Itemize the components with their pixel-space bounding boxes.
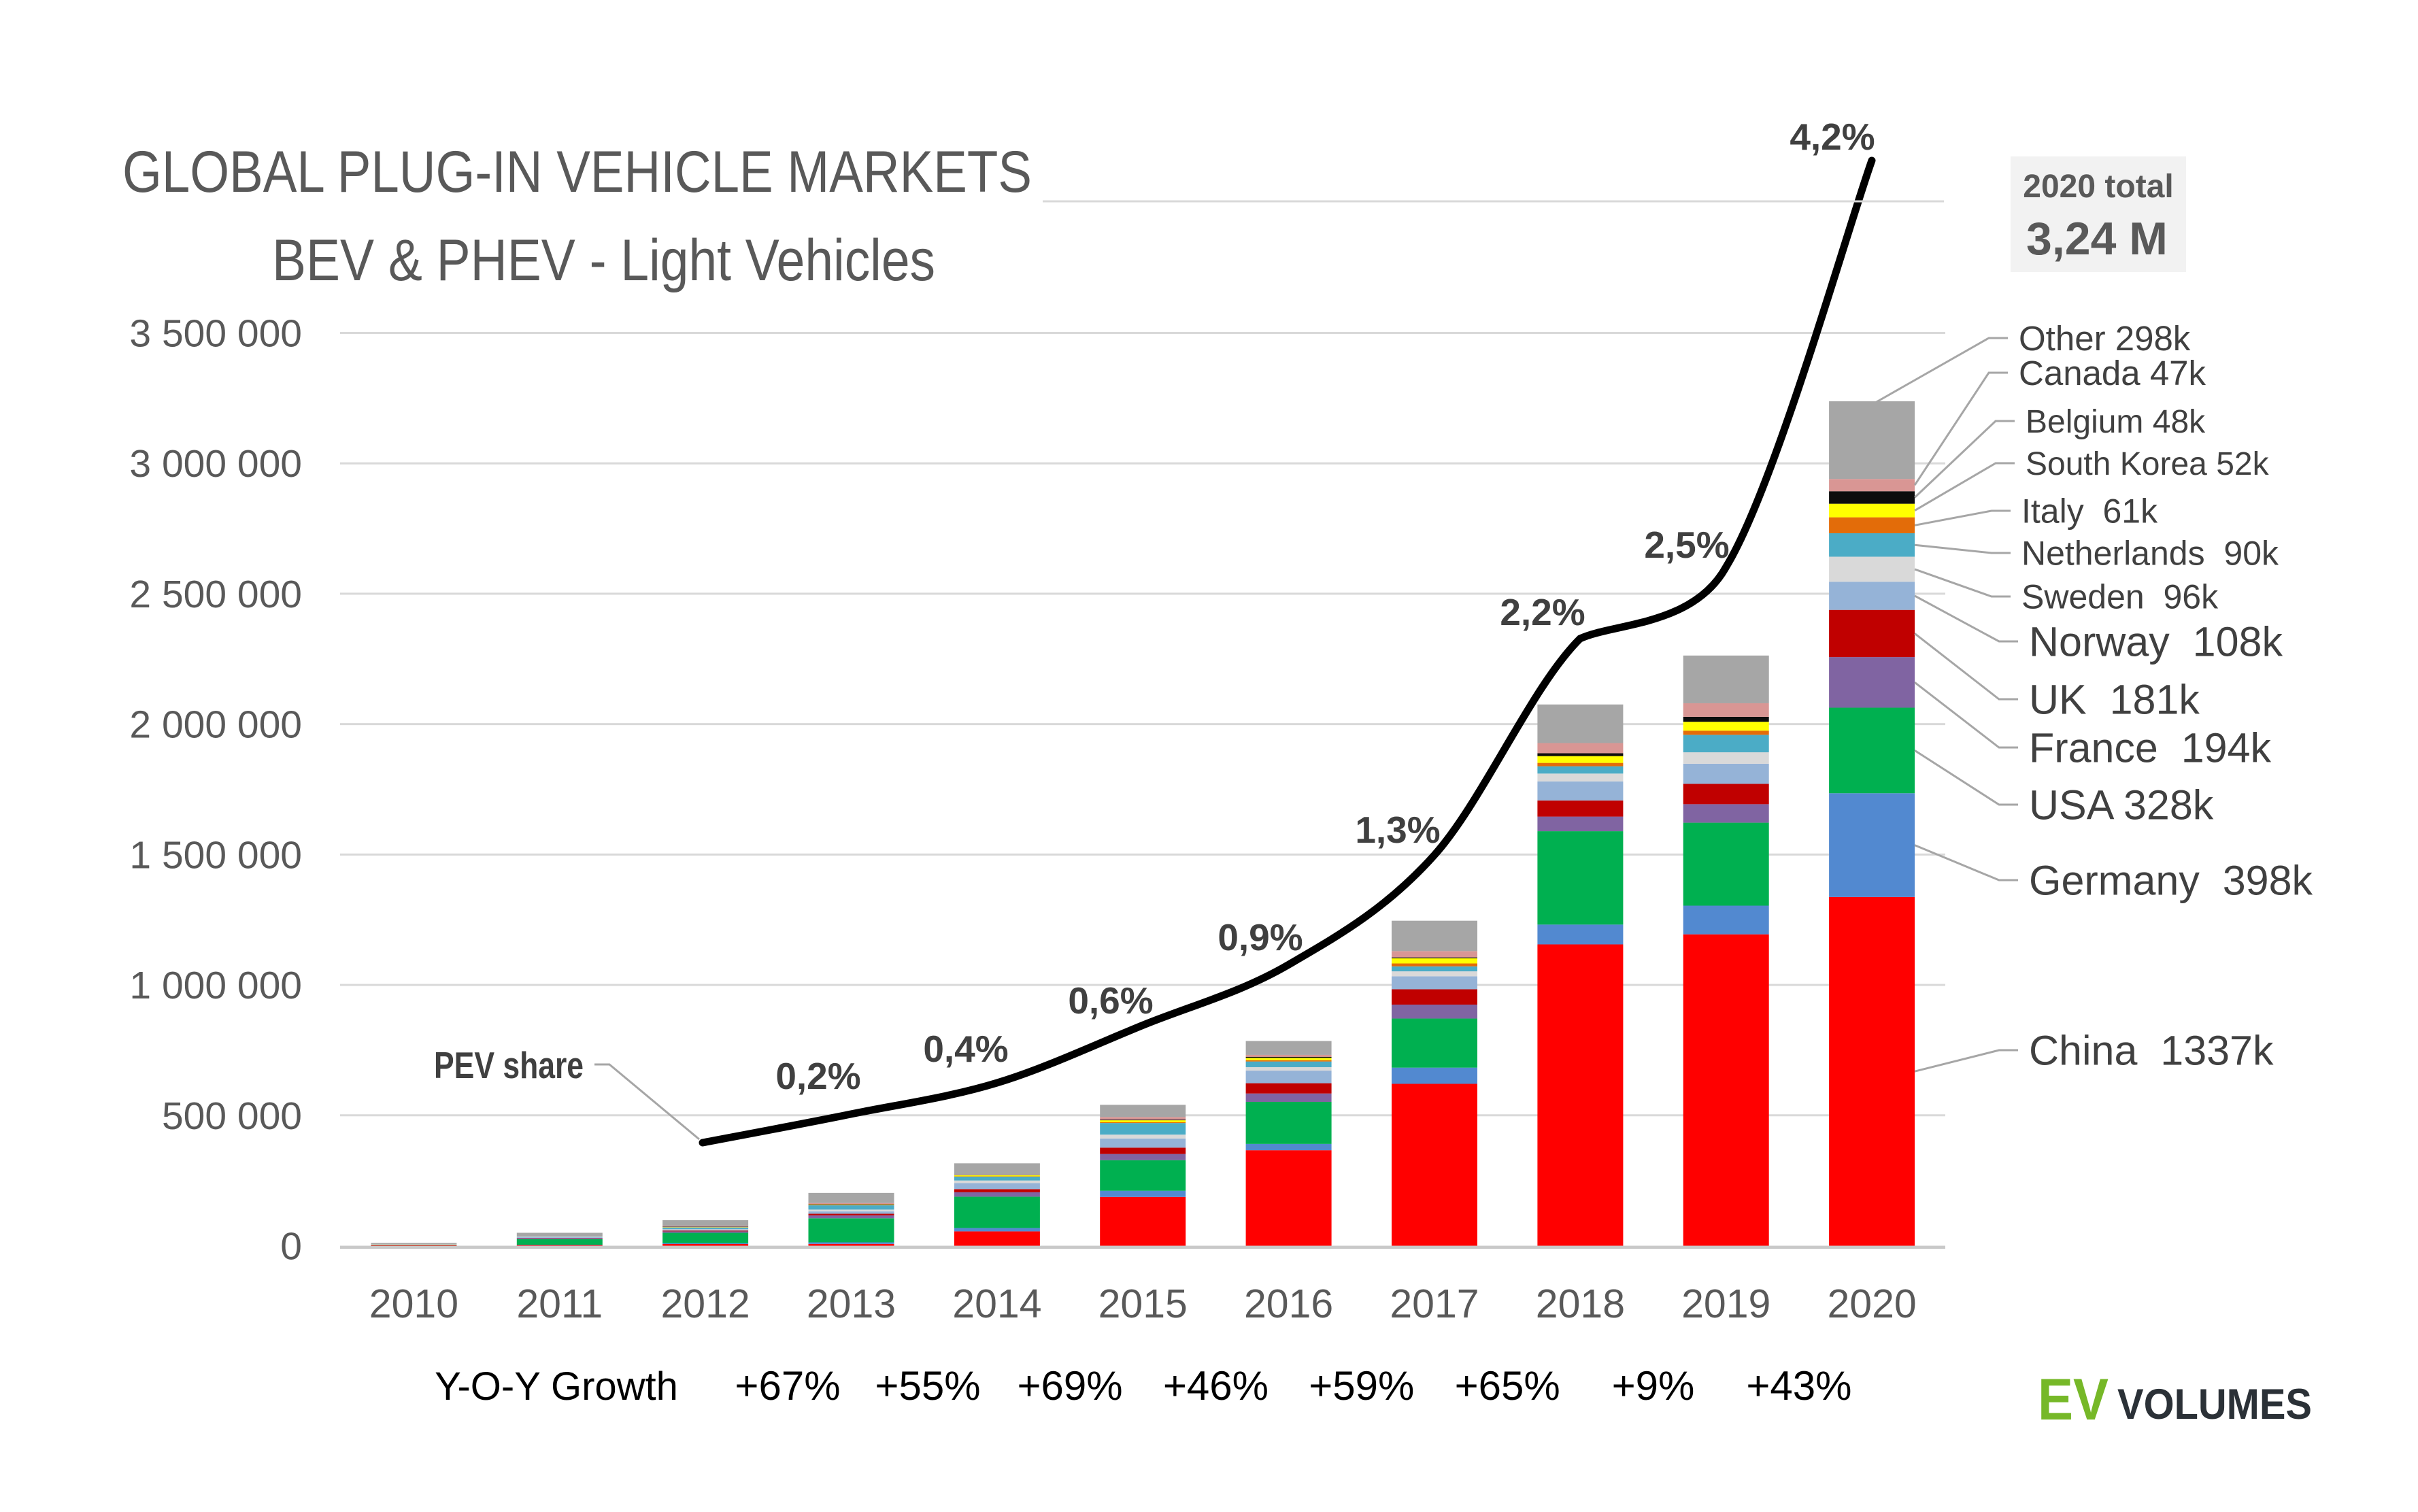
svg-text:2015: 2015 — [1098, 1281, 1188, 1326]
svg-text:0,4%: 0,4% — [923, 1028, 1008, 1070]
svg-text:+46%: +46% — [1163, 1363, 1269, 1409]
svg-text:Sweden 96k: Sweden 96k — [2021, 578, 2219, 616]
svg-text:Other 298k: Other 298k — [2019, 319, 2191, 358]
svg-text:2012: 2012 — [660, 1281, 750, 1326]
svg-text:0: 0 — [280, 1225, 302, 1269]
svg-text:Germany 398k: Germany 398k — [2029, 857, 2313, 903]
svg-text:2017: 2017 — [1390, 1281, 1479, 1326]
svg-text:1,3%: 1,3% — [1355, 809, 1440, 851]
svg-text:France 194k: France 194k — [2029, 724, 2272, 771]
svg-text:Belgium 48k: Belgium 48k — [2026, 404, 2206, 440]
svg-text:2019: 2019 — [1681, 1281, 1770, 1326]
svg-text:China 1337k: China 1337k — [2029, 1027, 2274, 1073]
svg-text:4,2%: 4,2% — [1790, 116, 1875, 158]
svg-text:2016: 2016 — [1244, 1281, 1333, 1326]
svg-text:BEV & PHEV - Light Vehicles: BEV & PHEV - Light Vehicles — [272, 228, 935, 293]
svg-text:3,24 M: 3,24 M — [2026, 213, 2168, 265]
svg-text:USA 328k: USA 328k — [2029, 782, 2214, 828]
svg-text:2 000 000: 2 000 000 — [129, 703, 302, 747]
svg-text:500 000: 500 000 — [162, 1094, 302, 1138]
svg-text:2013: 2013 — [807, 1281, 896, 1326]
svg-text:VOLUMES: VOLUMES — [2117, 1381, 2312, 1428]
svg-text:Norway 108k: Norway 108k — [2029, 618, 2283, 665]
svg-text:2011: 2011 — [516, 1281, 603, 1326]
svg-text:0,6%: 0,6% — [1068, 979, 1153, 1022]
svg-text:2,5%: 2,5% — [1644, 524, 1729, 566]
svg-text:0,9%: 0,9% — [1218, 916, 1303, 958]
svg-text:2018: 2018 — [1536, 1281, 1625, 1326]
svg-text:3 500 000: 3 500 000 — [129, 312, 302, 356]
svg-text:GLOBAL PLUG-IN VEHICLE MARKETS: GLOBAL PLUG-IN VEHICLE MARKETS — [122, 139, 1032, 205]
svg-text:0,2%: 0,2% — [775, 1055, 860, 1097]
svg-text:2020: 2020 — [1827, 1281, 1916, 1326]
svg-text:Netherlands 90k: Netherlands 90k — [2021, 535, 2279, 573]
svg-text:+59%: +59% — [1309, 1363, 1414, 1409]
svg-text:PEV share: PEV share — [434, 1044, 584, 1086]
svg-text:Y-O-Y Growth: Y-O-Y Growth — [435, 1364, 678, 1409]
svg-text:1 500 000: 1 500 000 — [129, 833, 302, 877]
svg-text:1 000 000: 1 000 000 — [129, 964, 302, 1007]
svg-text:2010: 2010 — [369, 1281, 458, 1326]
svg-text:UK 181k: UK 181k — [2029, 676, 2200, 722]
svg-text:+55%: +55% — [875, 1363, 980, 1409]
svg-text:2014: 2014 — [952, 1281, 1041, 1326]
svg-text:Canada 47k: Canada 47k — [2019, 354, 2206, 392]
svg-text:2020 total: 2020 total — [2023, 169, 2173, 205]
svg-text:2 500 000: 2 500 000 — [129, 573, 302, 616]
svg-text:+67%: +67% — [735, 1363, 840, 1409]
svg-text:South Korea 52k: South Korea 52k — [2026, 446, 2270, 482]
svg-text:3 000 000: 3 000 000 — [129, 442, 302, 486]
svg-text:+69%: +69% — [1018, 1363, 1123, 1409]
svg-text:+65%: +65% — [1455, 1363, 1560, 1409]
svg-text:2,2%: 2,2% — [1500, 591, 1585, 633]
svg-text:EV: EV — [2038, 1367, 2109, 1432]
svg-text:+43%: +43% — [1746, 1363, 1851, 1409]
svg-text:Italy 61k: Italy 61k — [2021, 492, 2158, 531]
svg-text:+9%: +9% — [1612, 1363, 1695, 1409]
